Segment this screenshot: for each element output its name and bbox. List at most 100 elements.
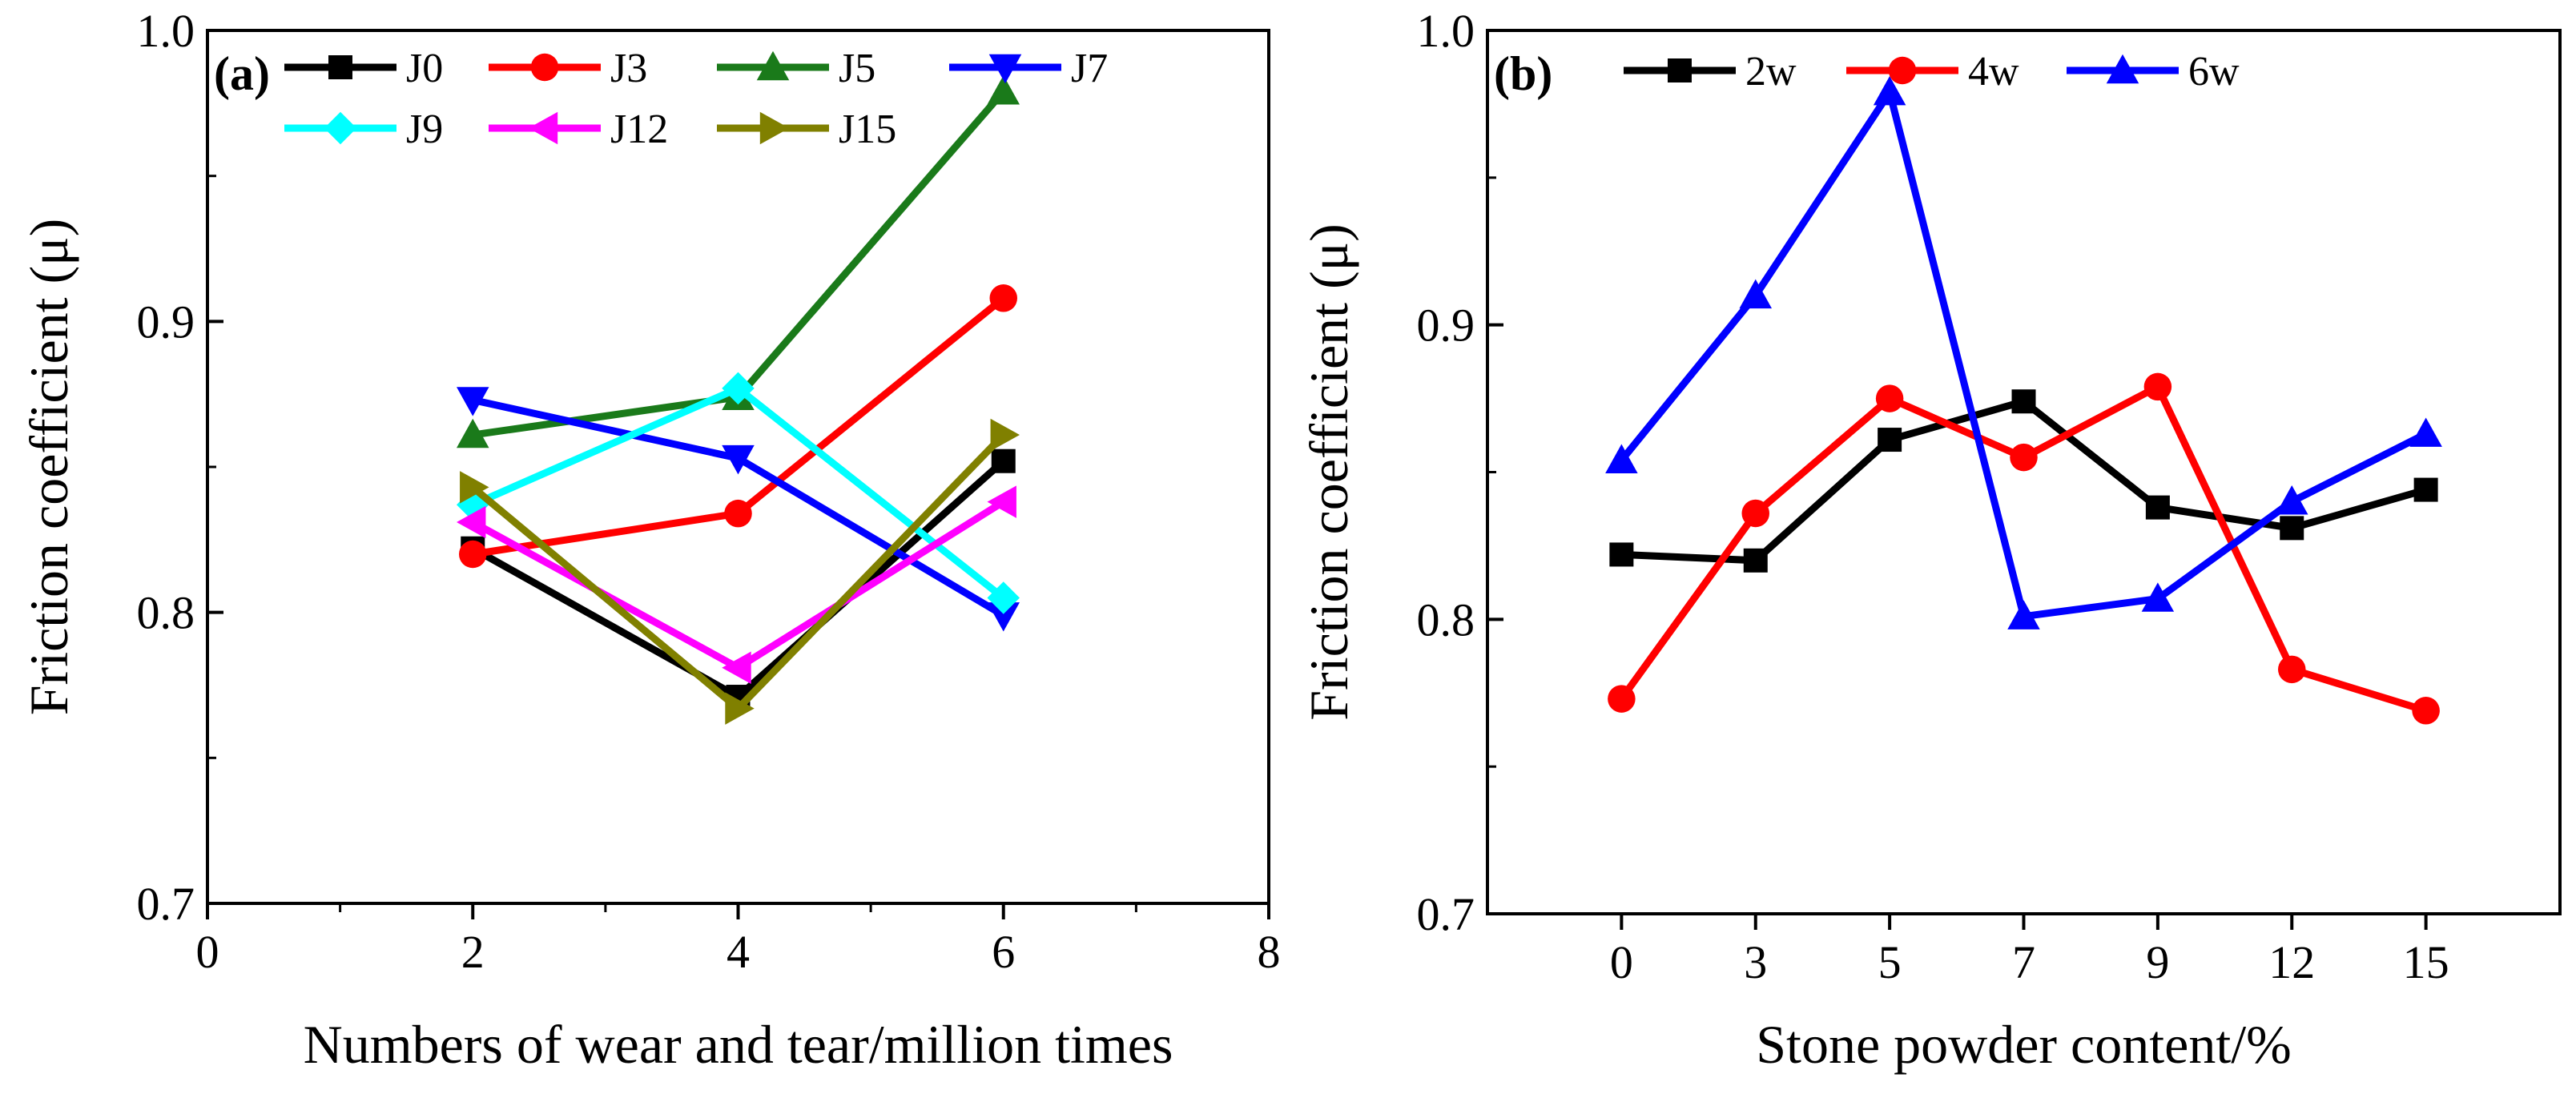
y-axis-title: Friction coefficient (μ)	[1298, 223, 1359, 721]
legend-item: J12	[489, 107, 668, 152]
series-6w	[1605, 75, 2442, 629]
data-point	[457, 387, 489, 416]
series-4w	[1608, 372, 2440, 725]
x-tick-label: 9	[2146, 936, 2169, 988]
data-point	[1605, 444, 1638, 473]
x-tick-label: 5	[1878, 936, 1902, 988]
series-2w	[1609, 389, 2438, 573]
y-tick-label: 0.9	[1417, 300, 1475, 352]
legend-label: 6w	[2188, 49, 2240, 95]
data-point	[989, 284, 1017, 312]
data-point	[987, 602, 1020, 632]
legend-marker	[328, 55, 352, 79]
legend-label: J9	[406, 107, 443, 152]
x-tick-label: 2	[461, 926, 485, 978]
data-point	[1609, 542, 1634, 567]
data-point	[2145, 495, 2170, 520]
legend-item: J7	[949, 46, 1108, 91]
data-point	[722, 444, 755, 475]
series-J12	[457, 485, 1016, 684]
data-point	[2412, 697, 2440, 725]
y-tick-label: 0.8	[1417, 593, 1475, 646]
data-point	[2409, 417, 2442, 447]
data-point	[722, 372, 755, 405]
legend-label: J12	[610, 107, 668, 152]
panel-label: (b)	[1494, 47, 1552, 100]
x-axis-title: Numbers of wear and tear/million times	[304, 1014, 1173, 1075]
data-point	[724, 499, 752, 528]
plot-frame	[1486, 29, 2562, 915]
data-point	[2280, 516, 2304, 541]
legend-item: 2w	[1624, 49, 1797, 95]
legend-marker	[759, 111, 790, 145]
legend-label: J3	[610, 46, 647, 91]
data-point	[457, 505, 486, 539]
legend-item: 6w	[2067, 49, 2240, 95]
data-point	[2143, 372, 2172, 401]
data-point	[457, 418, 489, 448]
x-axis-title: Stone powder content/%	[1756, 1014, 2292, 1075]
data-point	[2011, 389, 2036, 414]
x-tick-label: 8	[1258, 926, 1281, 978]
x-tick-label: 0	[196, 926, 219, 978]
data-point	[459, 540, 487, 569]
y-tick-label: 1.0	[1417, 5, 1475, 57]
y-tick-label: 1.0	[137, 5, 195, 57]
x-tick-label: 4	[727, 926, 750, 978]
legend-marker	[530, 53, 559, 82]
x-tick-label: 3	[1744, 936, 1767, 988]
panel-label: (a)	[214, 47, 270, 100]
data-point	[991, 448, 1016, 473]
legend-marker	[756, 50, 790, 81]
data-point	[722, 651, 751, 684]
x-tick-label: 7	[2012, 936, 2035, 988]
series-J15	[460, 418, 1020, 725]
legend-item: J3	[489, 46, 647, 91]
legend-marker	[528, 111, 558, 145]
data-point	[460, 471, 489, 504]
data-point	[1741, 499, 1769, 528]
legend-item: 4w	[1846, 49, 2019, 95]
x-tick-label: 15	[2403, 936, 2449, 988]
legend-marker	[988, 54, 1022, 84]
chart-panel-a: 0.7 0.8 0.9 1.0 0 2 4 6 8 Numbers of wear and tea…	[18, 5, 1281, 1075]
series-J7	[457, 387, 1020, 632]
data-point	[987, 75, 1020, 105]
data-point	[2276, 485, 2308, 515]
data-point	[1875, 384, 1904, 412]
legend-item: J15	[717, 107, 896, 152]
data-point	[987, 581, 1020, 614]
data-point	[2141, 582, 2175, 612]
data-point	[1608, 685, 1636, 713]
y-tick-label: 0.8	[137, 587, 195, 639]
data-point	[2007, 600, 2040, 629]
series-J3	[459, 284, 1017, 569]
data-point	[725, 692, 755, 725]
x-tick-label: 6	[992, 926, 1015, 978]
data-point	[1743, 548, 1768, 573]
data-point	[2278, 655, 2306, 684]
data-point	[1878, 428, 1902, 452]
y-tick-label: 0.7	[1417, 888, 1475, 940]
legend-item: J9	[284, 107, 443, 152]
legend-marker	[1888, 56, 1917, 85]
data-point	[2413, 477, 2438, 502]
legend-marker	[324, 111, 357, 145]
chart-panel-b: 0.7 0.8 0.9 1.0 0 3 5 7 9 12 15 Stone powder conten…	[1298, 5, 2562, 1075]
y-tick-label: 0.9	[137, 296, 195, 348]
legend-label: J7	[1071, 46, 1108, 91]
x-tick-label: 12	[2268, 936, 2315, 988]
y-axis-title: Friction coefficient (μ)	[18, 219, 79, 716]
legend-label: 2w	[1745, 49, 1797, 95]
legend-marker	[2106, 54, 2139, 84]
data-point	[1739, 279, 1772, 309]
data-point	[1873, 75, 1906, 106]
data-point	[990, 418, 1020, 452]
y-tick-label: 0.7	[137, 878, 195, 930]
data-point	[2010, 443, 2038, 472]
series-line-4w	[1618, 381, 2427, 714]
legend-item: J0	[284, 46, 443, 91]
legend-label: J0	[406, 46, 443, 91]
legend-label: J5	[839, 46, 875, 91]
